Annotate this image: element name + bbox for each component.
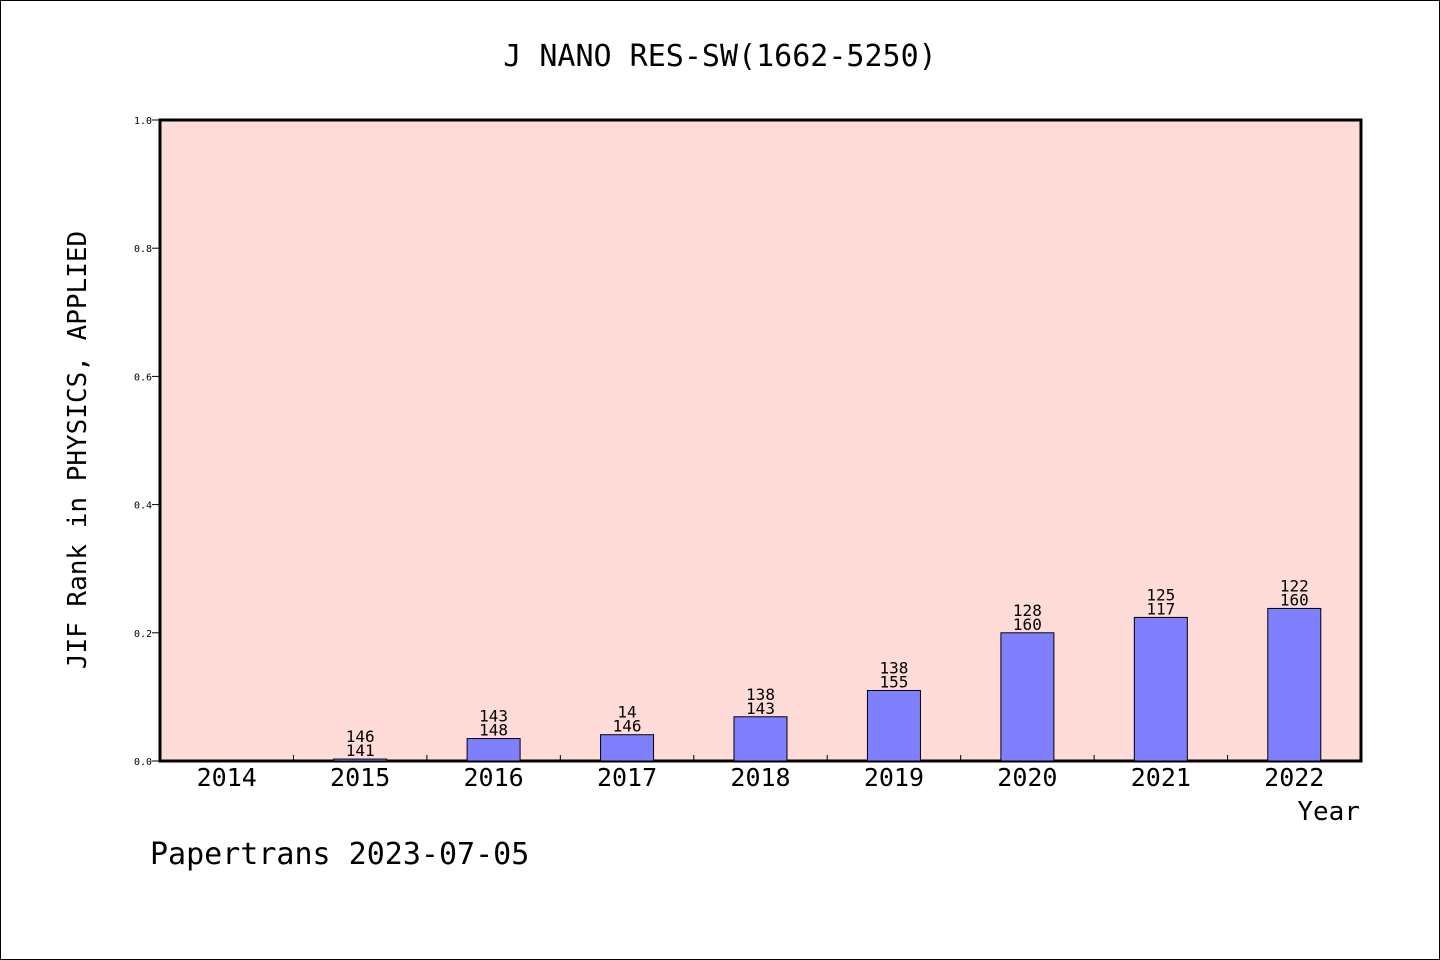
y-axis: 0.0 0.2 0.4 0.6 0.8 1.0 [134, 116, 160, 768]
x-axis: 2014 2015 2016 2017 2018 2019 2020 2021 2022 [197, 755, 1324, 792]
bar-label-bottom: 143 [746, 699, 775, 718]
x-tick-label: 2019 [864, 763, 924, 792]
bar-label-top: 128 [1013, 601, 1042, 620]
bar-label-top: 138 [746, 685, 775, 704]
bar-label-top: 138 [879, 658, 908, 677]
y-tick-label: 0.2 [134, 629, 152, 640]
bar-2022 [1267, 607, 1322, 762]
bar-2016 [466, 738, 521, 762]
bar-label-bottom: 160 [1013, 615, 1042, 634]
bar-2015 [333, 758, 388, 762]
x-tick-label: 2017 [597, 763, 657, 792]
x-tick-label: 2021 [1131, 763, 1191, 792]
x-tick-label: 2015 [330, 763, 390, 792]
bar-label-bottom: 117 [1146, 599, 1175, 618]
bar-label-bottom: 141 [346, 741, 375, 760]
bar-label-bottom: 160 [1280, 590, 1309, 609]
bar-labels: 1461411431481414613814313815512816012511… [346, 576, 1309, 760]
y-tick-label: 1.0 [134, 116, 152, 127]
bar-2021 [1133, 616, 1188, 762]
x-tick-label: 2022 [1264, 763, 1324, 792]
bar-label-top: 122 [1280, 576, 1309, 595]
chart-title: J NANO RES-SW(1662-5250) [503, 39, 936, 74]
x-tick-label: 2018 [730, 763, 790, 792]
x-tick-label: 2020 [997, 763, 1057, 792]
bar-label-bottom: 146 [613, 717, 642, 736]
bar-label-top: 14 [617, 703, 636, 722]
bar-2020 [1000, 632, 1055, 762]
bars [333, 607, 1322, 762]
bar-2018 [733, 716, 788, 762]
bar-2019 [866, 689, 921, 762]
footer-text: Papertrans 2023-07-05 [150, 837, 529, 872]
bar-2017 [600, 734, 655, 762]
y-axis-label: JIF Rank in PHYSICS, APPLIED [63, 231, 93, 669]
y-tick-label: 0.0 [134, 757, 152, 768]
x-tick-label: 2016 [464, 763, 524, 792]
bar-label-bottom: 155 [879, 672, 908, 691]
bar-label-top: 125 [1146, 585, 1175, 604]
bar-label-top: 143 [479, 707, 508, 726]
y-tick-label: 0.4 [134, 501, 152, 512]
x-tick-label: 2014 [197, 763, 257, 792]
x-axis-label: Year [1297, 797, 1360, 827]
y-tick-label: 0.8 [134, 244, 152, 255]
bar-label-top: 146 [346, 727, 375, 746]
y-tick-label: 0.6 [134, 372, 152, 383]
bar-label-bottom: 148 [479, 721, 508, 740]
